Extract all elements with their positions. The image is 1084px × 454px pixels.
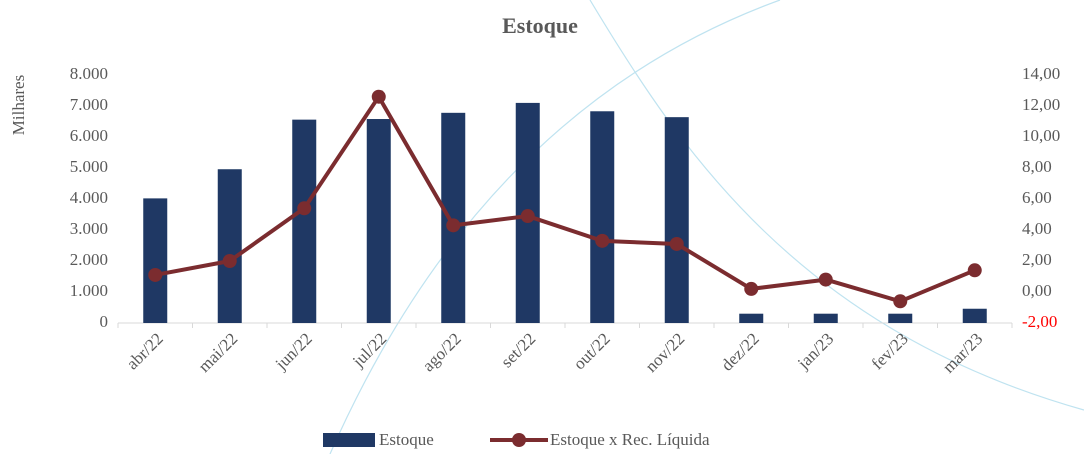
- line-marker: [893, 294, 908, 309]
- x-tick-label: jan/23: [793, 329, 837, 373]
- legend-swatch: [323, 433, 375, 447]
- legend-label: Estoque: [379, 430, 434, 449]
- x-tick-label: abr/22: [123, 329, 167, 373]
- bar: [962, 308, 987, 323]
- y-tick-label: 5.000: [70, 157, 108, 176]
- bar: [441, 112, 466, 323]
- y-tick-label: 8.000: [70, 64, 108, 83]
- line-marker: [669, 236, 684, 251]
- chart-title: Estoque: [502, 13, 578, 38]
- x-tick-label: dez/22: [717, 329, 762, 374]
- line-marker: [744, 281, 759, 296]
- line-marker: [297, 201, 312, 216]
- y-tick-label: 3.000: [70, 219, 108, 238]
- bar: [888, 313, 913, 323]
- x-tick-label: nov/22: [642, 329, 689, 376]
- x-tick-label: mar/23: [939, 329, 986, 376]
- background-curve: [589, 0, 1084, 411]
- legend-label: Estoque x Rec. Líquida: [550, 430, 710, 449]
- x-tick-label: mai/22: [195, 329, 242, 376]
- line-marker: [371, 89, 386, 104]
- x-tick-label: ago/22: [419, 329, 465, 375]
- line-marker: [520, 209, 535, 224]
- line: [154, 94, 976, 304]
- y2-tick-label: 6,00: [1022, 188, 1052, 207]
- y2-tick-label: 10,00: [1022, 126, 1060, 145]
- y-tick-label: 0: [100, 312, 109, 331]
- bar: [590, 111, 615, 324]
- line-marker: [818, 272, 833, 287]
- line-marker: [967, 263, 982, 278]
- y-tick-label: 6.000: [70, 126, 108, 145]
- y2-tick-label: 8,00: [1022, 157, 1052, 176]
- bar: [739, 313, 764, 323]
- x-tick-label: out/22: [570, 329, 614, 373]
- bar: [366, 119, 391, 324]
- y-axis-label: Milhares: [9, 75, 28, 135]
- line-marker: [148, 267, 163, 282]
- y2-tick-label: 12,00: [1022, 95, 1060, 114]
- bar: [813, 313, 838, 323]
- legend-marker: [512, 433, 526, 447]
- bar: [292, 119, 317, 323]
- line-marker: [222, 254, 237, 268]
- y2-tick-label: -2,00: [1022, 312, 1057, 331]
- y2-tick-label: 2,00: [1022, 250, 1052, 269]
- y-tick-label: 2.000: [70, 250, 108, 269]
- line-marker: [595, 233, 610, 248]
- x-tick-label: set/22: [497, 329, 539, 371]
- x-tick-label: jul/22: [348, 329, 390, 371]
- x-tick-label: jun/22: [271, 329, 316, 374]
- y2-tick-label: 14,00: [1022, 64, 1060, 83]
- bar: [664, 117, 689, 323]
- y-tick-label: 4.000: [70, 188, 108, 207]
- y2-tick-label: 0,00: [1022, 281, 1052, 300]
- y2-tick-label: 4,00: [1022, 219, 1052, 238]
- y-tick-label: 7.000: [70, 95, 108, 114]
- bar: [217, 169, 242, 323]
- line-marker: [446, 218, 461, 233]
- background-curve: [329, 0, 781, 454]
- y-tick-label: 1.000: [70, 281, 108, 300]
- bar: [143, 198, 168, 323]
